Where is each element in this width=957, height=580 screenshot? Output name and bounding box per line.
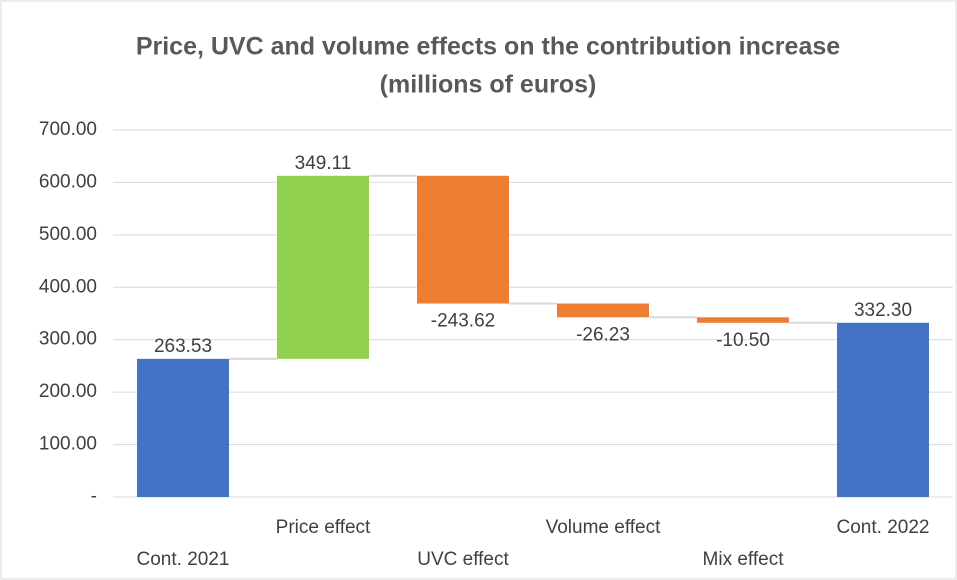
data-label: 349.11 xyxy=(295,153,352,174)
y-tick-label: 400.00 xyxy=(39,276,97,297)
y-tick-label: 300.00 xyxy=(39,329,97,350)
data-label: 332.30 xyxy=(854,300,912,321)
x-tick-label: Cont. 2021 xyxy=(137,549,230,570)
x-tick-label: Mix effect xyxy=(703,549,785,570)
x-tick-label: Cont. 2022 xyxy=(837,517,930,538)
bar xyxy=(417,175,509,304)
x-tick-label: Price effect xyxy=(276,517,371,538)
bar xyxy=(697,317,789,323)
data-label: -10.50 xyxy=(716,330,770,351)
bar xyxy=(837,322,929,497)
y-tick-label: 200.00 xyxy=(39,381,97,402)
x-tick-label: UVC effect xyxy=(417,549,509,570)
data-label: 263.53 xyxy=(154,336,212,357)
y-tick-label: 600.00 xyxy=(39,171,97,192)
x-tick-label: Volume effect xyxy=(546,517,662,538)
data-label: -243.62 xyxy=(431,311,495,332)
bar xyxy=(557,303,649,318)
y-tick-label: - xyxy=(91,486,97,507)
bar xyxy=(277,175,369,359)
y-tick-label: 100.00 xyxy=(39,434,97,455)
chart-subtitle: (millions of euros) xyxy=(380,71,597,99)
y-tick-label: 500.00 xyxy=(39,224,97,245)
bar xyxy=(137,358,229,497)
chart-title: Price, UVC and volume effects on the con… xyxy=(136,33,840,61)
y-tick-label: 700.00 xyxy=(39,119,97,140)
data-label: -26.23 xyxy=(576,324,630,345)
